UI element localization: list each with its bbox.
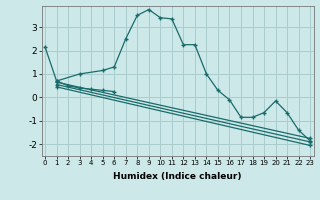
X-axis label: Humidex (Indice chaleur): Humidex (Indice chaleur) <box>113 172 242 181</box>
